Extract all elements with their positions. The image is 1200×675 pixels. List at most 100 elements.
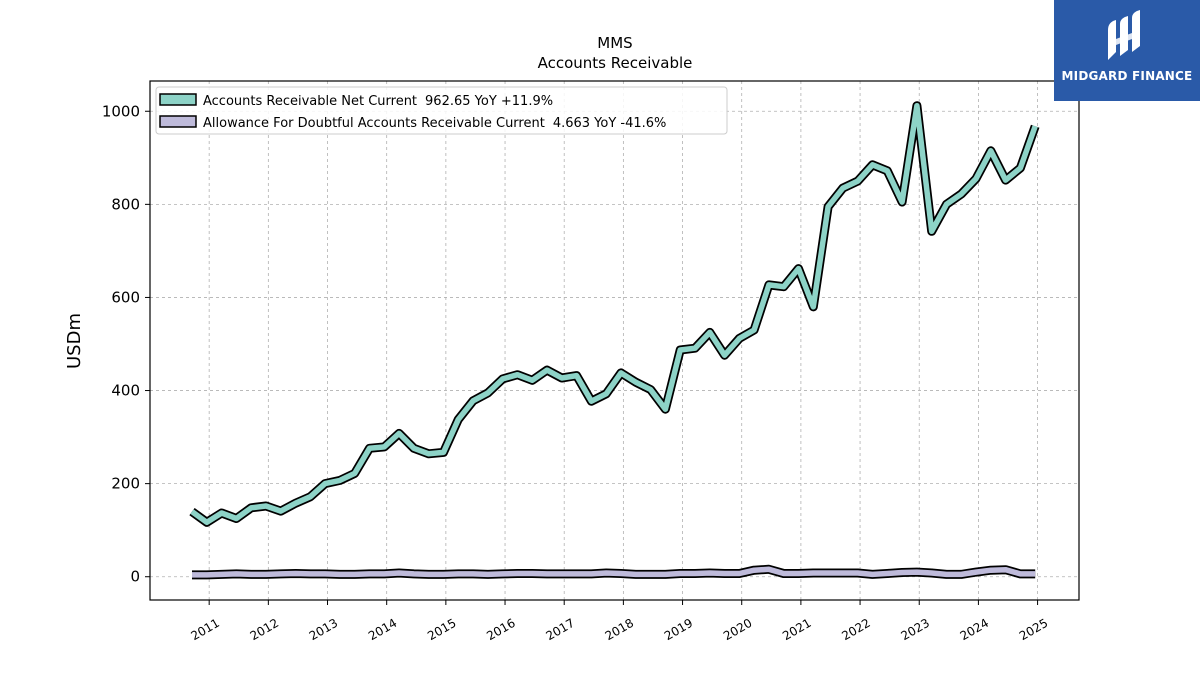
data-point [797,572,799,574]
x-tick-label: 2022 [839,616,872,643]
data-point [546,369,548,371]
data-point [886,572,888,574]
data-point [265,573,267,575]
data-point [620,372,622,374]
data-point [457,418,459,420]
data-point [990,569,992,571]
data-point [916,104,918,106]
data-point [1034,573,1036,575]
data-point [250,507,252,509]
data-point [265,505,267,507]
data-point [930,572,932,574]
data-point [916,571,918,573]
data-point [827,572,829,574]
data-point [546,573,548,575]
data-point [901,201,903,203]
data-point [457,573,459,575]
y-axis: 0 200 400 600 800 1000 [102,102,150,586]
data-point [575,573,577,575]
data-point [516,374,518,376]
data-point [428,573,430,575]
data-point [768,284,770,286]
x-tick-label: 2017 [543,616,576,643]
data-point [206,521,208,523]
grid [150,81,1079,600]
chart-title: MMS [597,34,632,52]
plot-area [189,101,1040,580]
data-point [428,453,430,455]
brand-name: MIDGARD FINANCE [1061,69,1193,83]
data-point [945,573,947,575]
data-point [930,230,932,232]
midgard-logo-icon [1108,10,1140,60]
data-point [191,510,193,512]
data-point [294,502,296,504]
data-point [768,568,770,570]
data-point [738,337,740,339]
data-point [694,572,696,574]
data-point [309,495,311,497]
x-tick-label: 2018 [603,616,636,643]
data-point [383,573,385,575]
data-point [812,572,814,574]
data-point [1019,167,1021,169]
data-point [679,572,681,574]
data-point [960,193,962,195]
data-point [561,377,563,379]
data-point [339,573,341,575]
data-point [738,572,740,574]
data-point [250,573,252,575]
legend-swatch-ar-net [159,93,197,106]
data-point [635,381,637,383]
data-point [531,379,533,381]
data-point [990,150,992,152]
series-line-allowance [192,566,1036,578]
legend-box [155,86,728,135]
data-point [206,574,208,576]
brand-logo: MIDGARD FINANCE [1054,0,1200,101]
x-tick-label: 2025 [1017,616,1050,643]
data-point [324,573,326,575]
data-point [871,573,873,575]
data-point [309,573,311,575]
data-point [842,187,844,189]
data-point [442,451,444,453]
x-tick-label: 2016 [484,616,517,643]
data-point [516,572,518,574]
data-point [605,572,607,574]
data-point [620,572,622,574]
data-point [354,472,356,474]
x-tick-label: 2013 [307,616,340,643]
data-point [753,569,755,571]
data-point [368,573,370,575]
legend-swatch-allowance [159,115,197,128]
data-point [472,400,474,402]
y-tick-label: 0 [130,568,140,586]
plot-frame [149,80,1080,601]
data-point [723,572,725,574]
data-point [709,572,711,574]
x-tick-label: 2023 [899,616,932,643]
data-point [324,482,326,484]
data-point [842,572,844,574]
data-point [368,447,370,449]
data-point [413,573,415,575]
data-point [398,432,400,434]
data-point [605,393,607,395]
data-point [220,573,222,575]
data-point [501,573,503,575]
x-tick-label: 2019 [662,616,695,643]
chart-subtitle: Accounts Receivable [538,54,693,72]
data-point [856,572,858,574]
data-point [191,574,193,576]
data-point [783,572,785,574]
data-point [442,573,444,575]
data-point [561,573,563,575]
legend-label-ar-net: Accounts Receivable Net Current 962.65 Yo… [203,94,553,109]
legend: Accounts Receivable Net Current 962.65 Yo… [155,86,728,135]
data-point [649,573,651,575]
data-point [235,573,237,575]
data-point [694,347,696,349]
x-tick-label: 2014 [366,616,399,643]
data-point [575,374,577,376]
